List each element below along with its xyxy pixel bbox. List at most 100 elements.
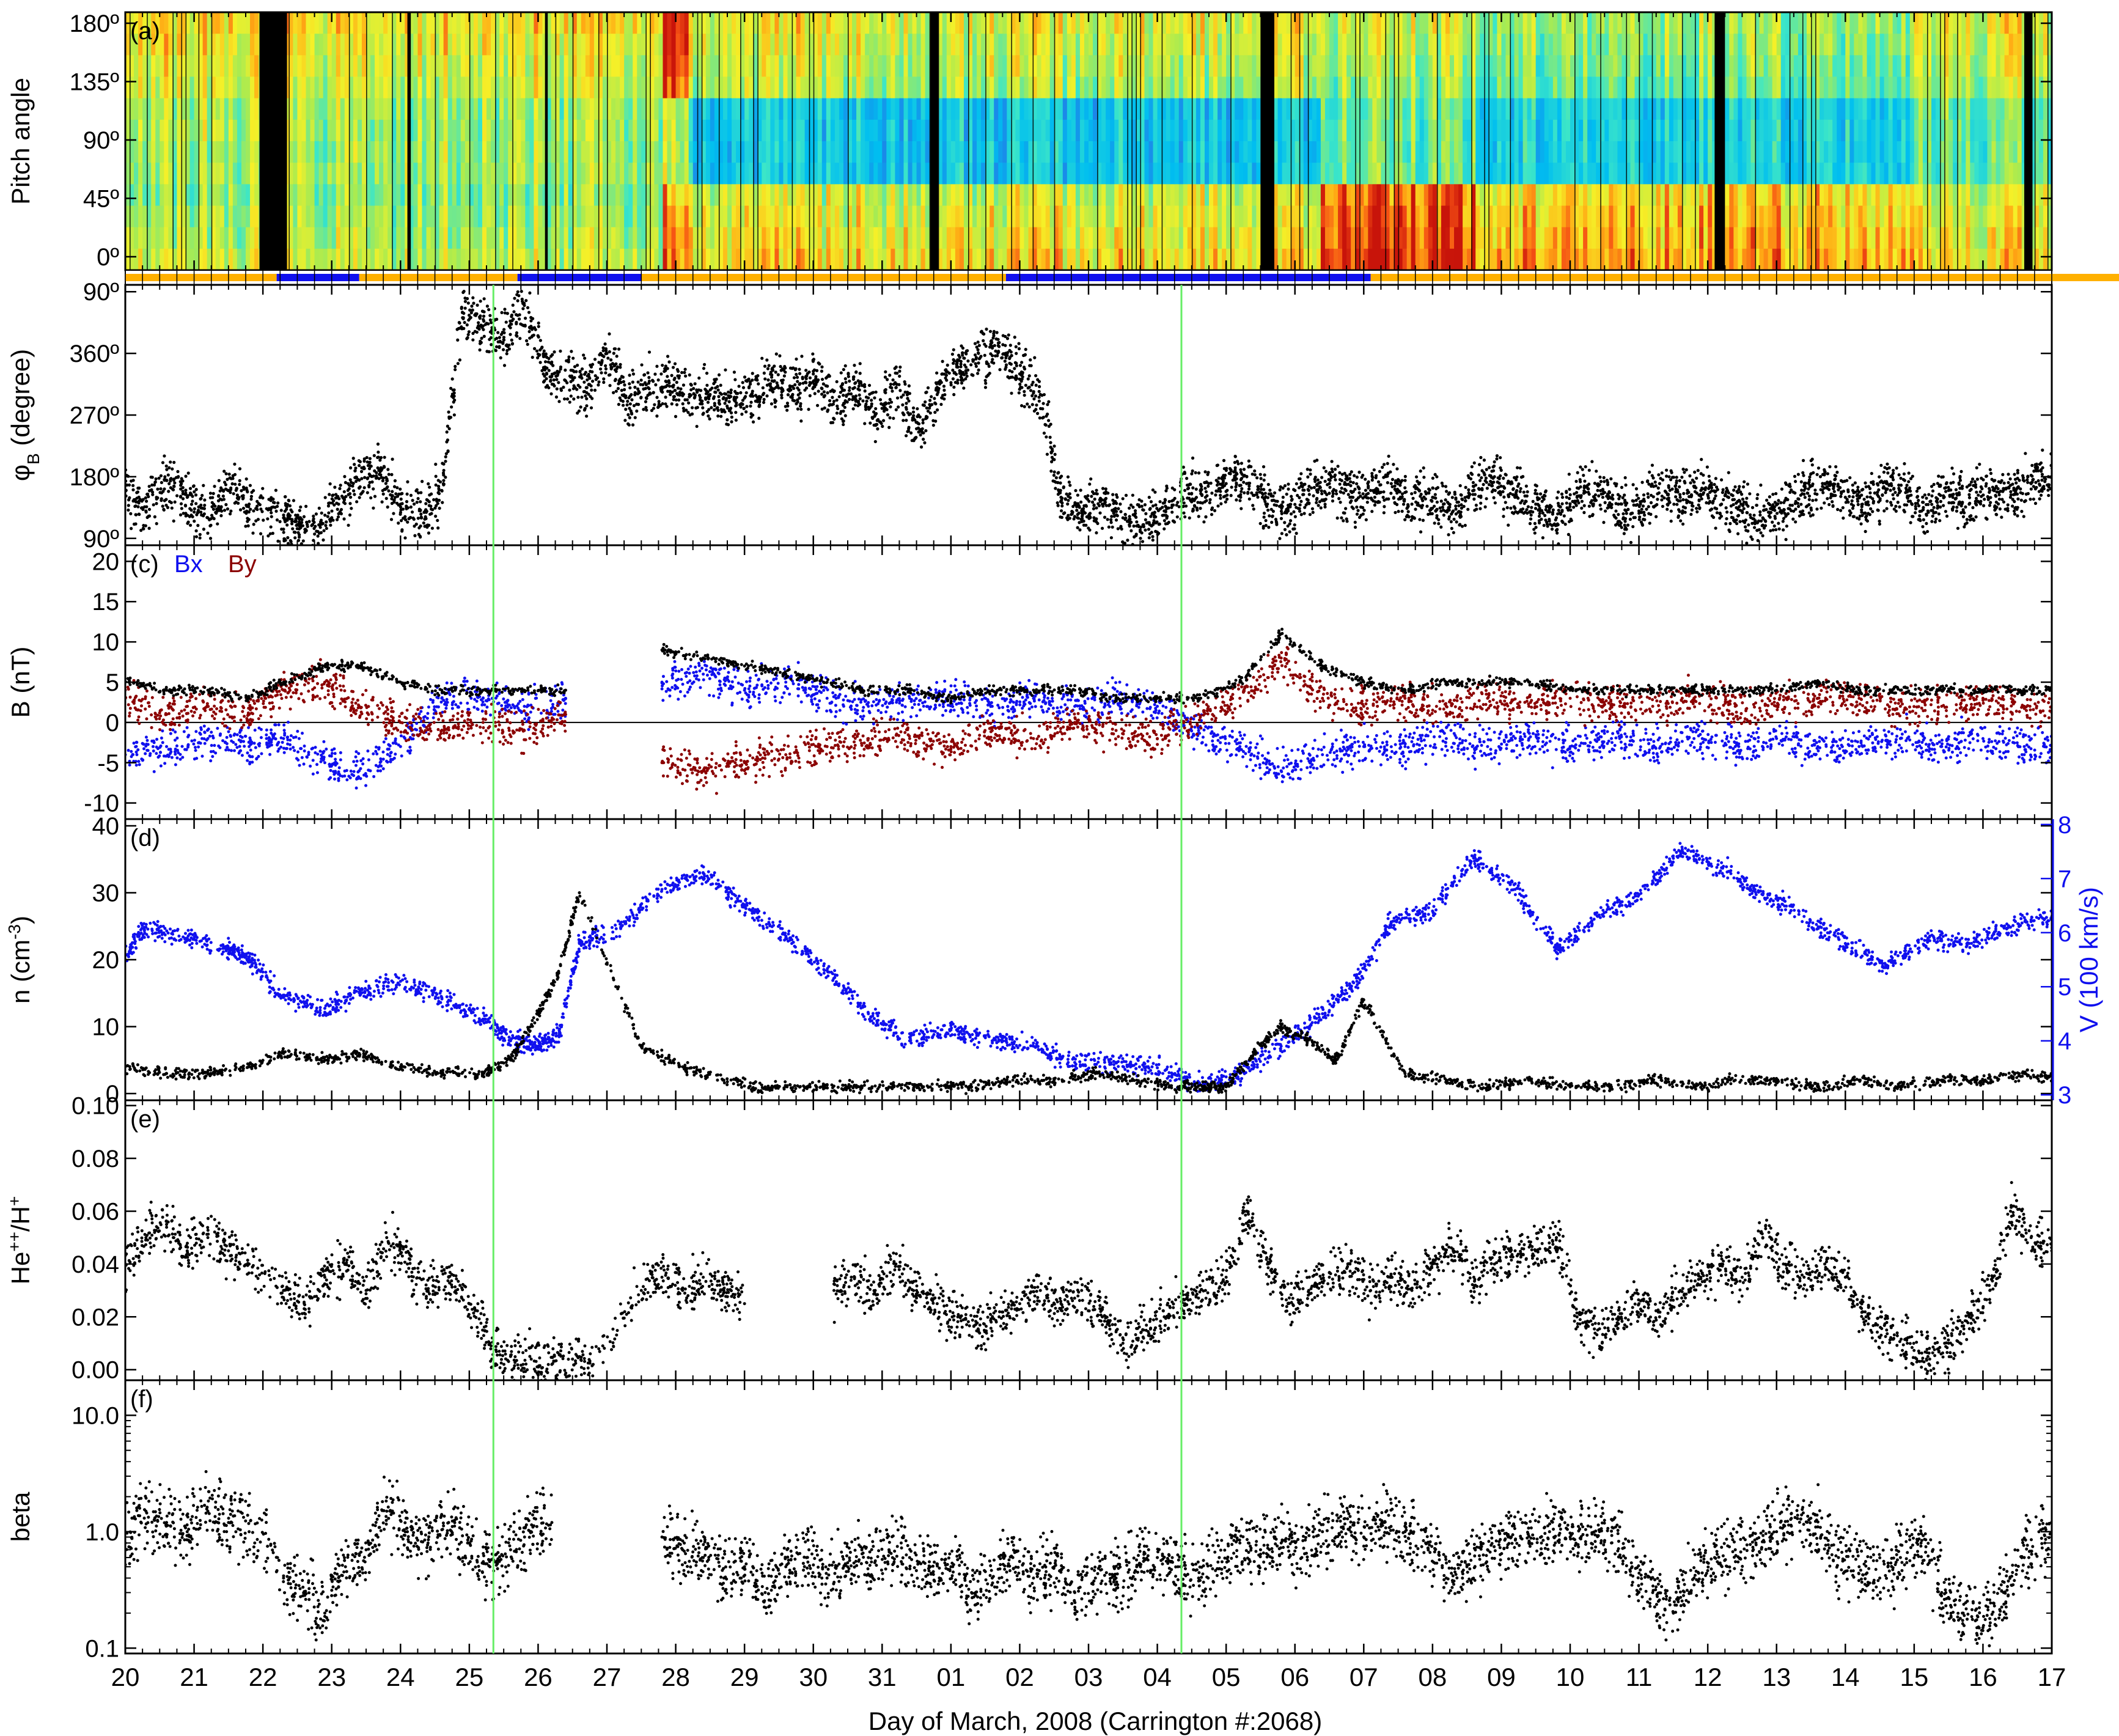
- bx-points-point: [1692, 737, 1695, 740]
- panel-e-ytick-label: 0.06: [72, 1198, 119, 1225]
- phiB-points-point: [626, 400, 629, 403]
- panel-d-y2tick-label: 7: [2058, 866, 2071, 892]
- he-ratio-points-point: [1080, 1289, 1083, 1292]
- by-points: [124, 646, 2119, 795]
- phiB-points-point: [2112, 482, 2115, 485]
- panel-f-ytick-label: 10.0: [72, 1402, 119, 1429]
- x-tick-label: 28: [661, 1663, 690, 1691]
- he-ratio-points-point: [530, 1358, 533, 1361]
- he-ratio-points-point: [1039, 1289, 1042, 1292]
- by-points-point: [1115, 729, 1118, 732]
- bx-points-point: [702, 672, 705, 675]
- panel-a-ytick-label: 135º: [70, 69, 120, 96]
- beta-points-point: [1156, 1556, 1159, 1559]
- panel-a-ytick-label: 180º: [70, 10, 120, 37]
- by-points-point: [2106, 697, 2109, 700]
- x-tick-label: 15: [1900, 1663, 1928, 1691]
- bx-points-point: [1610, 737, 1613, 740]
- beta-points-point: [1259, 1548, 1262, 1551]
- he-ratio-points-point: [640, 1289, 643, 1292]
- he-ratio-points-point: [1741, 1276, 1744, 1279]
- beta-points-point: [2085, 1548, 2088, 1551]
- x-tick-label: 27: [593, 1663, 622, 1691]
- he-ratio-points-point: [1658, 1315, 1661, 1319]
- density-points-point: [2064, 1079, 2067, 1082]
- x-tick-label: 14: [1831, 1663, 1860, 1691]
- b-magnitude-points-point: [867, 689, 870, 692]
- beta-points-point: [1837, 1556, 1840, 1559]
- x-tick-label: 03: [1074, 1663, 1103, 1691]
- panel-d-y2tick-label: 8: [2058, 812, 2071, 839]
- panel-e-frame: [125, 1100, 2052, 1380]
- b-magnitude-points-point: [2106, 689, 2109, 692]
- phiB-points-point: [2091, 496, 2095, 499]
- beta-points-point: [1238, 1542, 1241, 1545]
- panel-c-ytick-label: 15: [92, 589, 120, 616]
- b-magnitude-points-point: [2064, 689, 2067, 692]
- phiB-points-point: [1596, 489, 1599, 492]
- x-axis-label: Day of March, 2008 (Carrington #:2068): [869, 1707, 1322, 1735]
- bx-points-point: [784, 681, 787, 684]
- he-ratio-points-point: [1513, 1249, 1516, 1252]
- he-ratio-points-point: [406, 1262, 409, 1265]
- panel-e-ytick-label: 0.10: [72, 1093, 119, 1120]
- beta-points-point: [2064, 1530, 2067, 1533]
- x-tick-label: 22: [249, 1663, 277, 1691]
- he-ratio-points-point: [702, 1276, 705, 1279]
- panel-d-ytick-label: 30: [92, 880, 120, 907]
- phiB-points-point: [1679, 496, 1682, 499]
- x-tick-label: 04: [1143, 1663, 1172, 1691]
- panel-f-panel-label: (f): [130, 1386, 153, 1413]
- panel-e-ytick-label: 0.04: [72, 1251, 119, 1278]
- panel-b-ytick-label: 90º: [83, 279, 119, 306]
- data-gap: [545, 12, 548, 270]
- panel-d-ytick-label: 10: [92, 1014, 120, 1041]
- speed-points: [124, 842, 2119, 1093]
- he-ratio-points-point: [2112, 1302, 2115, 1305]
- he-ratio-points-point: [832, 1289, 835, 1292]
- pitch-angle-heatmap: [125, 12, 2119, 271]
- panel-a-ytick-label: 90º: [83, 127, 119, 154]
- he-ratio-points-point: [2071, 1262, 2074, 1265]
- he-ratio-points-point: [661, 1276, 664, 1279]
- bx-points-point: [1486, 745, 1489, 748]
- panel-b-ytick-label: 270º: [70, 402, 120, 429]
- by-points-point: [482, 721, 485, 724]
- polarity-segment: [277, 274, 359, 281]
- data-gap: [1714, 12, 1725, 270]
- x-tick-label: 16: [1969, 1663, 1997, 1691]
- data-gap: [930, 12, 939, 270]
- legend-bx: Bx: [174, 551, 203, 578]
- x-tick-label: 29: [730, 1663, 759, 1691]
- beta-points-point: [248, 1530, 251, 1533]
- beta-points-point: [1775, 1530, 1778, 1533]
- beta-points-point: [1589, 1525, 1592, 1528]
- phiB-points-point: [1183, 489, 1186, 492]
- beta-points-point: [1878, 1576, 1881, 1580]
- panel-c-ytick-label: 10: [92, 629, 120, 656]
- panel-d-ylabel: n (cm-3): [5, 916, 35, 1004]
- bx-points: [124, 660, 2119, 790]
- panel-f-ytick-label: 1.0: [85, 1519, 119, 1546]
- x-tick-label: 13: [1762, 1663, 1791, 1691]
- speed-points-point: [1802, 915, 1805, 918]
- panel-d-y2tick-label: 5: [2058, 974, 2071, 1001]
- x-tick-label: 08: [1418, 1663, 1447, 1691]
- panel-e-ylabel: He++/H+: [5, 1196, 35, 1285]
- bx-points-point: [165, 745, 168, 748]
- he-ratio-points-point: [936, 1302, 939, 1305]
- panel-b-ylabel: φB (degree): [6, 349, 43, 481]
- beta-points-point: [763, 1591, 766, 1594]
- bx-points-point: [1321, 753, 1324, 756]
- beta-points-point: [1899, 1556, 1902, 1559]
- beta-points-point: [1032, 1576, 1035, 1580]
- he-ratio-points-point: [743, 1302, 746, 1305]
- x-tick-label: 12: [1694, 1663, 1722, 1691]
- speed-points-point: [1321, 1012, 1324, 1015]
- data-gap: [2093, 12, 2100, 270]
- density-points-point: [1012, 1079, 1015, 1082]
- panel-f-frame: [125, 1380, 2052, 1653]
- beta-points-point: [1094, 1576, 1097, 1580]
- by-points-point: [1238, 697, 1241, 700]
- panel-c-ytick-label: 20: [92, 548, 120, 575]
